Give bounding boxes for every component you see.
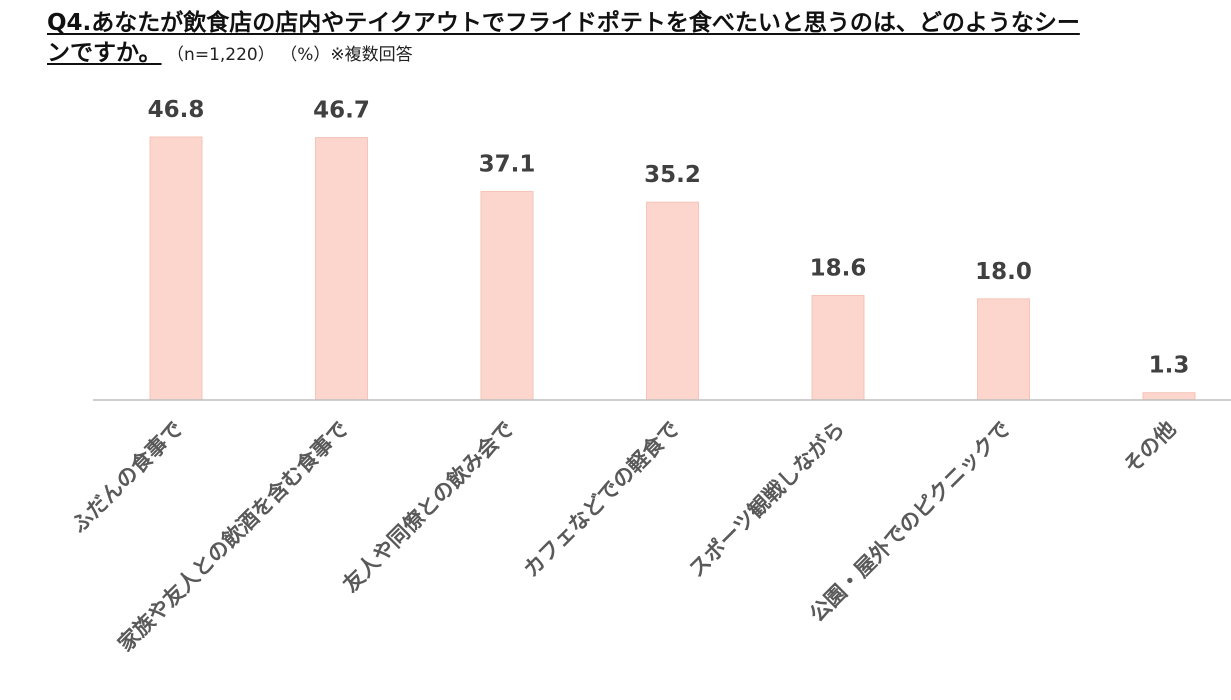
category-label-7: その他 xyxy=(1119,417,1181,479)
category-label-6: 公園・屋外でのピクニックで xyxy=(805,417,1015,627)
chart-title-text-2: ンですか。 xyxy=(47,40,162,66)
chart-title-line-1: Q4.あなたが飲食店の店内やテイクアウトでフライドポテトを食べたいと思うのは、ど… xyxy=(47,8,1217,38)
bar-3 xyxy=(480,191,534,401)
data-label-4: 35.2 xyxy=(644,162,701,188)
category-label-1: ふだんの食事で xyxy=(67,417,188,538)
category-label-4: カフェなどでの軽食で xyxy=(519,417,684,582)
sample-size: （n=1,220） xyxy=(175,45,275,65)
category-label-5: スポーツ観戦しながら xyxy=(684,417,849,582)
unit-note: （%）※複数回答 xyxy=(288,45,413,65)
bar-2 xyxy=(315,137,368,401)
bar-1 xyxy=(149,136,203,401)
chart-title-block: Q4.あなたが飲食店の店内やテイクアウトでフライドポテトを食べたいと思うのは、ど… xyxy=(47,8,1217,70)
data-label-2: 46.7 xyxy=(313,98,370,124)
data-label-5: 18.6 xyxy=(810,255,867,281)
data-label-6: 18.0 xyxy=(975,259,1032,285)
chart-title-text-1: Q4.あなたが飲食店の店内やテイクアウトでフライドポテトを食べたいと思うのは、ど… xyxy=(47,10,1080,36)
bar-6 xyxy=(977,298,1030,401)
data-label-1: 46.8 xyxy=(148,97,205,123)
data-label-7: 1.3 xyxy=(1149,353,1190,379)
bar-5 xyxy=(811,294,865,401)
chart-title-line-2: ンですか。 （n=1,220） （%）※複数回答 xyxy=(47,38,1217,70)
data-label-3: 37.1 xyxy=(479,152,536,178)
bar-7 xyxy=(1142,392,1196,401)
bar-4 xyxy=(646,201,699,401)
category-label-3: 友人や同僚との飲み会で xyxy=(338,417,518,597)
